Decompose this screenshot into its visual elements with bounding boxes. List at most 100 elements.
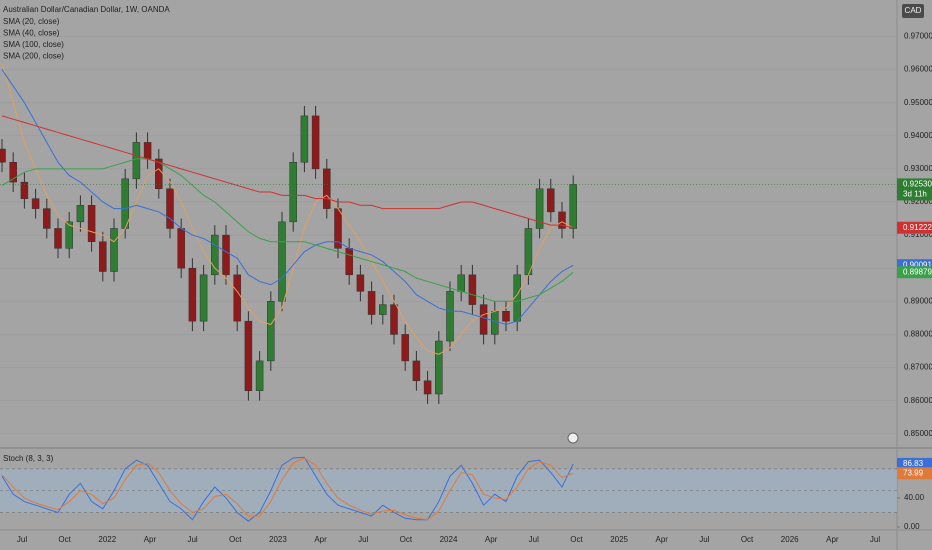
candle-body [0,148,6,163]
candle-body [54,228,62,249]
stoch-line [1,457,574,521]
value-badge-label: 73.99 [903,468,924,477]
candle-body [65,221,73,249]
candle-body [468,274,477,305]
candle-body [535,188,544,229]
candle-body [547,188,555,213]
candle-body [412,360,421,382]
chart-title: Australian Dollar/Canadian Dollar, 1W, O… [3,5,170,14]
x-tick-label: Oct [58,535,71,544]
y-tick-label: 0.89000 [904,296,932,305]
x-tick-label: Apr [485,535,498,544]
y-tick-label: 0.91000 [904,230,932,239]
candle-body [188,267,197,322]
sma-line [1,69,574,326]
candle-body [99,241,107,272]
value-badge [897,457,932,470]
candle-body [132,142,141,180]
y-tick-label: 0.92000 [904,197,932,206]
y-tick-label: 0.94000 [904,131,932,140]
candle-body [356,274,365,292]
x-tick-label: Jul [17,535,27,544]
candle-body [423,380,432,395]
sma-line [1,158,574,302]
y-tick-label: 40.00 [904,493,925,502]
candle-body [345,248,353,276]
x-tick-label: Jul [529,535,539,544]
legend-entry: SMA (200, close) [3,52,64,61]
candle-body [300,115,309,163]
last-price-label: 0.92530 [903,180,932,189]
y-tick-label: 0.93000 [904,164,932,173]
stoch-title: Stoch (8, 3, 3) [3,454,54,463]
x-tick-label: 2026 [781,535,799,544]
candle-body [211,234,219,276]
candle-body [311,115,320,170]
candle-body [267,301,275,362]
x-tick-label: 2024 [440,535,458,544]
candle-body [87,205,96,242]
candle-body [43,208,51,229]
candle-body [244,320,253,391]
candle-body [401,334,409,362]
x-tick-label: Apr [826,535,839,544]
main-pane: 0.97000 0.96000 0.95000 0.94000 0.93000 0.920… [0,17,932,438]
candle-body [255,360,264,391]
candle-body [199,274,208,322]
candle-body [121,178,129,229]
event-icon[interactable] [567,432,579,444]
candle-body [390,304,398,335]
candle-body [76,205,85,223]
price-badge [897,266,932,279]
candle-body [491,310,499,335]
x-tick-label: 2023 [269,535,287,544]
x-tick-label: Jul [187,535,197,544]
x-tick-label: Oct [229,535,242,544]
candle-body [166,188,174,229]
x-tick-label: Apr [144,535,157,544]
x-tick-label: Jul [699,535,709,544]
candle-body [479,304,488,335]
price-badge-label: 0.89879 [903,267,932,276]
y-tick-label: 0.86000 [904,396,932,405]
candle-body [558,211,566,229]
candle-body [502,310,510,322]
sma-line [1,62,574,355]
legend-entry: SMA (40, close) [3,29,60,38]
candle-body [323,168,331,209]
candle-body [222,234,230,276]
legend-entry: SMA (100, close) [3,40,64,49]
candle-body [20,181,29,199]
candle-body [9,161,17,183]
candle-body [143,142,152,160]
x-tick-label: Oct [570,535,583,544]
y-tick-label: 0.87000 [904,363,932,372]
currency[interactable]: CAD [905,6,922,15]
candle-body [435,340,443,395]
candle-body [233,274,241,322]
y-tick-label: 0.97000 [904,32,932,41]
candle-body [569,184,577,229]
candle-body [289,161,297,223]
candle-body [334,208,342,249]
candle-body [110,228,118,272]
last-price-badge [897,178,932,201]
candle-body [457,274,465,292]
candle-body [177,228,185,269]
x-tick-label: Jul [870,535,880,544]
y-tick-label: 0.85000 [904,429,932,438]
currency-badge [902,4,924,18]
legend-entry: SMA (20, close) [3,17,60,26]
stoch-band [0,468,897,513]
x-tick-label: Jul [358,535,368,544]
countdown: 3d 11h [903,190,927,199]
x-tick-label: 2022 [98,535,116,544]
value-badge [897,467,932,480]
price-badge-label: 0.91222 [903,223,932,232]
candle-body [278,221,286,302]
y-tick-label: 0.96000 [904,65,932,74]
candle-body [446,291,454,342]
